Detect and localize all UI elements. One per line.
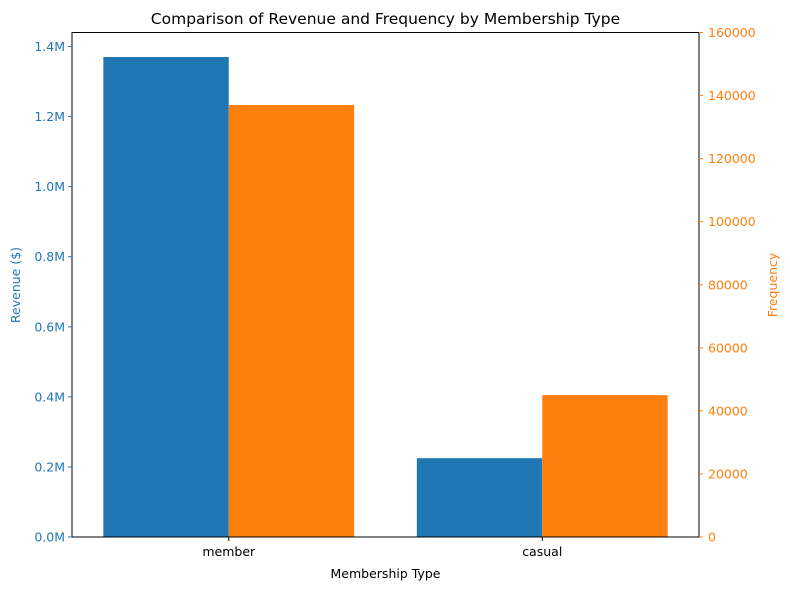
x-tick-label: casual (522, 544, 562, 559)
frequency-bar-casual (542, 395, 668, 537)
y-left-tick-label: 1.0M (34, 179, 65, 194)
y-right-tick-label: 40000 (708, 403, 748, 418)
y-right-tick-label: 60000 (708, 340, 748, 355)
frequency-bar-member (228, 105, 355, 538)
y-right-tick-label: 160000 (708, 25, 756, 40)
y-right-tick-label: 100000 (708, 214, 756, 229)
revenue-bar-casual (416, 458, 543, 537)
y-left-tick-label: 0.4M (34, 389, 65, 404)
y-left-tick-label: 0.2M (34, 459, 65, 474)
y-right-tick-label: 140000 (708, 88, 756, 103)
y-right-tick-label: 20000 (708, 466, 748, 481)
x-axis-ticks: member casual (202, 537, 562, 559)
y-right-tick-label: 0 (708, 530, 716, 545)
x-tick-label: member (202, 544, 256, 559)
y-left-tick-label: 1.2M (34, 109, 65, 124)
chart-title: Comparison of Revenue and Frequency by M… (151, 10, 620, 28)
y-right-tick-label: 80000 (708, 277, 748, 292)
x-axis-label: Membership Type (331, 566, 441, 581)
y-left-axis-ticks: 0.0M 0.2M 0.4M 0.6M 0.8M 1.0M 1.2M 1.4M (34, 39, 72, 545)
y-right-tick-label: 120000 (708, 151, 756, 166)
bars-group (103, 57, 668, 538)
y-right-axis-label: Frequency (765, 252, 780, 317)
y-right-axis-ticks: 0 20000 40000 60000 80000 100000 120000 140000 1… (699, 25, 756, 545)
y-left-axis-label: Revenue ($) (8, 247, 23, 323)
y-left-tick-label: 1.4M (34, 39, 65, 54)
y-left-tick-label: 0.6M (34, 319, 65, 334)
revenue-bar-member (103, 57, 229, 538)
y-left-tick-label: 0.0M (34, 530, 65, 545)
y-left-tick-label: 0.8M (34, 249, 65, 264)
